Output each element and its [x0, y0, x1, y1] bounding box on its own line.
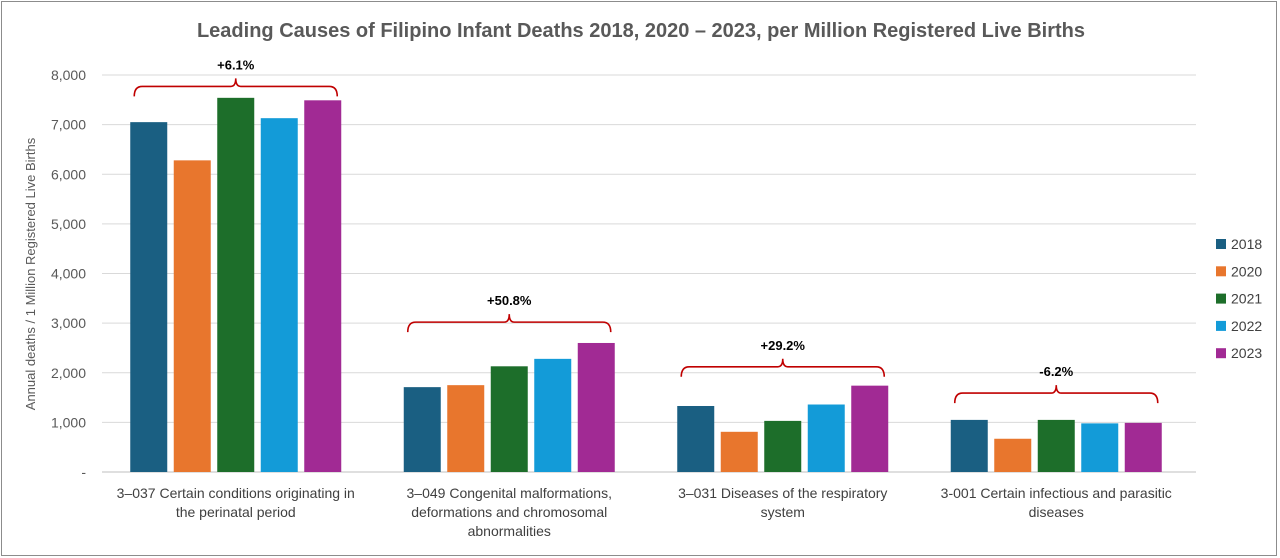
- category-label: 3–049 Congenital malformations,: [407, 485, 612, 501]
- change-bracket: [133, 78, 339, 97]
- chart-title: Leading Causes of Filipino Infant Deaths…: [197, 20, 1085, 42]
- legend-swatch-2023: [1216, 348, 1226, 359]
- change-bracket: [406, 314, 612, 333]
- legend-label-2023: 2023: [1231, 345, 1262, 361]
- change-bracket: [953, 385, 1159, 404]
- category-label: system: [761, 504, 805, 520]
- category-label: 3–037 Certain conditions originating in: [117, 485, 355, 501]
- bar-2018: [403, 387, 441, 472]
- bar-2020: [173, 160, 211, 473]
- bar-2018: [950, 419, 988, 472]
- bar-2021: [490, 366, 528, 472]
- bar-2021: [764, 420, 802, 472]
- y-tick-label: 8,000: [51, 67, 86, 83]
- bar-2022: [807, 404, 845, 472]
- legend: 2018 2020 2021 2022 2023: [1216, 236, 1262, 361]
- y-tick-label: 6,000: [51, 166, 86, 182]
- change-label: +29.2%: [761, 338, 806, 353]
- bar-2023: [851, 385, 889, 472]
- bar-2023: [304, 100, 342, 472]
- y-axis-label: Annual deaths / 1 Million Registered Liv…: [23, 137, 38, 410]
- y-tick-label: 3,000: [51, 315, 86, 331]
- x-axis-categories: 3–037 Certain conditions originating in t…: [117, 485, 1172, 539]
- change-label: +6.1%: [217, 57, 255, 72]
- y-tick-label: 5,000: [51, 216, 86, 232]
- y-tick-label: 2,000: [51, 365, 86, 381]
- bar-2018: [677, 405, 715, 472]
- legend-swatch-2022: [1216, 320, 1226, 331]
- bar-2022: [534, 358, 572, 472]
- y-tick-label: -: [81, 464, 86, 480]
- legend-swatch-2018: [1216, 239, 1226, 249]
- bar-2022: [1081, 423, 1119, 472]
- y-axis-ticks: - 1,000 2,000 3,000 4,000 5,000 6,000 7,000 8,00…: [51, 67, 86, 480]
- bars: [130, 97, 1162, 473]
- legend-label-2022: 2022: [1231, 318, 1262, 334]
- bar-2020: [720, 431, 758, 472]
- legend-swatch-2021: [1216, 293, 1226, 304]
- bar-2023: [1124, 422, 1162, 472]
- category-label: deformations and chromosomal: [411, 504, 607, 520]
- change-bracket: [680, 358, 886, 377]
- bar-2021: [217, 97, 255, 472]
- y-tick-label: 4,000: [51, 266, 86, 282]
- bar-2021: [1037, 419, 1075, 472]
- category-label: 3–031 Diseases of the respiratory: [678, 485, 887, 501]
- bar-2020: [994, 438, 1032, 472]
- category-label: abnormalities: [468, 523, 551, 539]
- y-tick-label: 1,000: [51, 414, 86, 430]
- legend-label-2018: 2018: [1231, 236, 1262, 252]
- change-label: -6.2%: [1039, 364, 1073, 379]
- change-label: +50.8%: [487, 293, 532, 308]
- y-tick-label: 7,000: [51, 117, 86, 133]
- legend-swatch-2020: [1216, 266, 1226, 277]
- legend-label-2021: 2021: [1231, 291, 1262, 307]
- category-label: the perinatal period: [176, 504, 296, 520]
- bar-2022: [260, 118, 298, 472]
- bar-2020: [447, 385, 485, 472]
- category-label: 3-001 Certain infectious and parasitic: [941, 485, 1172, 501]
- bar-2018: [130, 122, 168, 473]
- bar-2023: [577, 342, 615, 472]
- category-label: diseases: [1029, 504, 1084, 520]
- legend-label-2020: 2020: [1231, 263, 1262, 279]
